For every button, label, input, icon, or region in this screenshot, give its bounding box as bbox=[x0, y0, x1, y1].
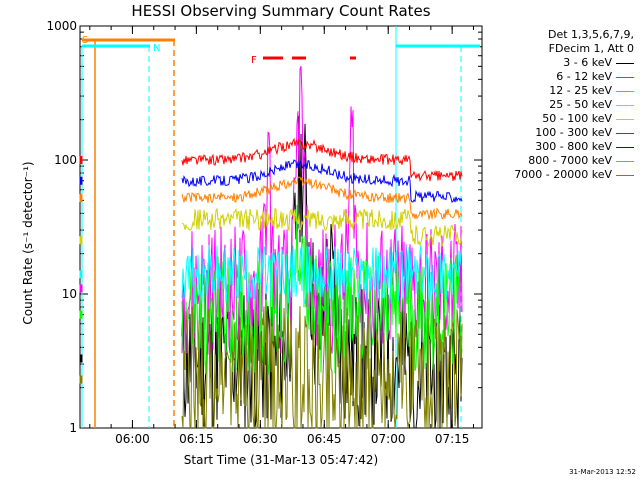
legend-swatch bbox=[616, 119, 634, 120]
series-9 bbox=[79, 306, 463, 430]
legend-swatch bbox=[616, 77, 634, 78]
legend-header: Det 1,3,5,6,7,9, FDecim 1, Att 0 bbox=[484, 28, 634, 56]
legend-item: 50 - 100 keV bbox=[484, 112, 634, 126]
series-6 bbox=[79, 137, 463, 182]
plot-frame bbox=[79, 25, 483, 429]
series-line bbox=[181, 207, 463, 248]
series-line bbox=[181, 137, 463, 182]
flag-label: N bbox=[153, 43, 160, 54]
legend-swatch bbox=[616, 133, 634, 134]
legend-item: 100 - 300 keV bbox=[484, 126, 634, 140]
x-tick-label: 07:15 bbox=[435, 432, 470, 446]
x-axis-label: Start Time (31-Mar-13 05:47:42) bbox=[183, 453, 379, 467]
series-line bbox=[181, 306, 463, 430]
legend-item: 3 - 6 keV bbox=[484, 56, 634, 70]
legend-label: 100 - 300 keV bbox=[535, 126, 612, 139]
legend-swatch bbox=[616, 105, 634, 106]
y-axis-label: Count Rate (s⁻¹ detector⁻¹) bbox=[21, 161, 35, 325]
legend-header-line-1: Det 1,3,5,6,7,9, bbox=[547, 28, 634, 41]
legend-swatch bbox=[616, 63, 634, 64]
legend-item: 12 - 25 keV bbox=[484, 84, 634, 98]
series-line bbox=[181, 204, 463, 375]
legend-swatch bbox=[616, 161, 634, 162]
flag-label: F bbox=[251, 55, 257, 66]
series-4 bbox=[79, 244, 463, 305]
series-line bbox=[181, 244, 463, 305]
y-tick-label: 10 bbox=[62, 287, 77, 301]
legend-label: 800 - 7000 keV bbox=[528, 154, 612, 167]
legend-label: 3 - 6 keV bbox=[563, 56, 612, 69]
series-line bbox=[181, 159, 463, 203]
legend-header-line-2: FDecim 1, Att 0 bbox=[548, 42, 634, 55]
x-tick-label: 06:45 bbox=[307, 432, 342, 446]
x-tick-label: 06:00 bbox=[115, 432, 150, 446]
legend-item: 800 - 7000 keV bbox=[484, 154, 634, 168]
x-tick-label: 07:00 bbox=[371, 432, 406, 446]
legend-swatch bbox=[616, 175, 634, 176]
legend-label: 12 - 25 keV bbox=[549, 84, 612, 97]
y-tick-label: 1000 bbox=[46, 19, 77, 33]
legend-label: 6 - 12 keV bbox=[556, 70, 612, 83]
legend-label: 7000 - 20000 keV bbox=[514, 168, 612, 181]
legend-item: 25 - 50 keV bbox=[484, 98, 634, 112]
chart-title: HESSI Observing Summary Count Rates bbox=[131, 2, 431, 20]
series-8 bbox=[79, 176, 463, 221]
series-3 bbox=[79, 204, 463, 375]
y-tick-label: 100 bbox=[54, 153, 77, 167]
series-7 bbox=[79, 159, 463, 203]
legend-label: 25 - 50 keV bbox=[549, 98, 612, 111]
legend: 3 - 6 keV 6 - 12 keV 12 - 25 keV 25 - 50… bbox=[484, 56, 634, 182]
series-5 bbox=[79, 207, 463, 248]
series-line bbox=[181, 176, 463, 221]
timestamp: 31-Mar-2013 12:52 bbox=[569, 468, 636, 476]
legend-swatch bbox=[616, 147, 634, 148]
legend-item: 6 - 12 keV bbox=[484, 70, 634, 84]
legend-label: 50 - 100 keV bbox=[542, 112, 612, 125]
legend-item: 300 - 800 keV bbox=[484, 140, 634, 154]
legend-item: 7000 - 20000 keV bbox=[484, 168, 634, 182]
y-tick-label: 1 bbox=[69, 421, 77, 435]
flag-label: S bbox=[82, 35, 88, 46]
x-tick-label: 06:15 bbox=[179, 432, 214, 446]
legend-swatch bbox=[616, 91, 634, 92]
legend-label: 300 - 800 keV bbox=[535, 140, 612, 153]
x-tick-label: 06:30 bbox=[243, 432, 278, 446]
